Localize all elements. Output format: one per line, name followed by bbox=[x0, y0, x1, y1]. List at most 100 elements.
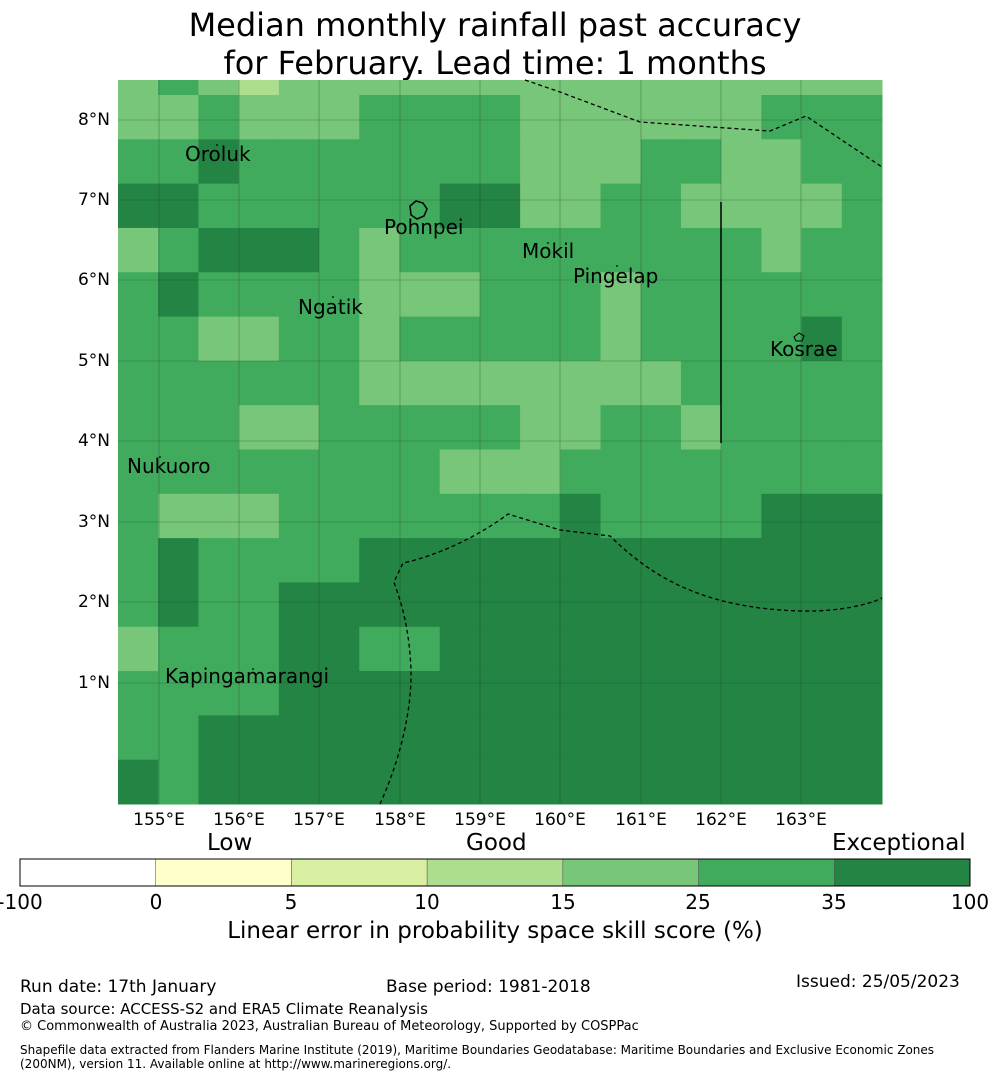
grid-cell bbox=[721, 582, 762, 628]
grid-cell bbox=[721, 360, 762, 406]
grid-cell bbox=[238, 316, 280, 362]
grid-cell bbox=[600, 95, 642, 140]
grid-cell bbox=[600, 80, 642, 96]
grid-cell bbox=[520, 360, 561, 406]
grid-cell bbox=[238, 626, 280, 672]
colorbar-swatch bbox=[426, 858, 564, 887]
grid-cell bbox=[439, 316, 481, 362]
colorbar-title: Linear error in probability space skill … bbox=[227, 918, 763, 944]
grid-cell bbox=[520, 449, 561, 495]
grid-cell bbox=[319, 493, 360, 539]
lon-label-156e: 156°E bbox=[213, 810, 265, 830]
grid-cell bbox=[198, 360, 240, 406]
grid-cell bbox=[198, 139, 240, 185]
grid-cell bbox=[439, 360, 481, 406]
colorbar-tick-label: 5 bbox=[284, 890, 298, 914]
grid-cell bbox=[238, 759, 280, 805]
place-label-pohnpei: Pohnpei bbox=[384, 215, 464, 239]
grid-cell bbox=[680, 449, 722, 495]
grid-cell bbox=[118, 316, 159, 362]
grid-cell bbox=[399, 759, 441, 805]
grid-cell bbox=[439, 272, 481, 318]
grid-cell bbox=[801, 316, 843, 362]
grid-cell bbox=[801, 449, 843, 495]
grid-cell bbox=[640, 405, 682, 450]
map-title-line-1: Median monthly rainfall past accuracy bbox=[188, 6, 802, 44]
grid-cell bbox=[841, 493, 883, 539]
grid-cell bbox=[841, 405, 883, 450]
grid-cell bbox=[640, 493, 682, 539]
grid-cell bbox=[238, 493, 280, 539]
grid-cell bbox=[560, 759, 602, 805]
grid-cell bbox=[640, 360, 682, 406]
grid-cell bbox=[278, 405, 320, 450]
grid-cell bbox=[198, 272, 240, 318]
grid-cell bbox=[399, 95, 441, 140]
grid-cell bbox=[278, 316, 320, 362]
grid-cell bbox=[680, 95, 722, 140]
grid-cell bbox=[359, 183, 400, 229]
pohnpei-coastline bbox=[409, 200, 428, 220]
grid-cell bbox=[761, 95, 803, 140]
eez-boundary-south bbox=[379, 513, 883, 805]
grid-cell bbox=[479, 227, 521, 273]
colorbar-swatch bbox=[19, 858, 156, 887]
grid-cell bbox=[439, 449, 481, 495]
grid-cell bbox=[238, 272, 280, 318]
grid-cell bbox=[841, 671, 883, 716]
grid-cell bbox=[118, 139, 159, 185]
island-dot-nukuoro bbox=[159, 456, 161, 458]
grid-cell bbox=[359, 139, 400, 185]
grid-cell bbox=[520, 671, 561, 716]
lat-label-8n: 8°N bbox=[77, 110, 110, 130]
copyright: © Commonwealth of Australia 2023, Austra… bbox=[20, 1019, 639, 1034]
grid-cell bbox=[560, 95, 602, 140]
island-dot-oroluk bbox=[216, 144, 218, 146]
grid-cell bbox=[721, 626, 762, 672]
grid-cell bbox=[801, 272, 843, 318]
grid-cell bbox=[399, 493, 441, 539]
grid-cell bbox=[198, 759, 240, 805]
grid-cell bbox=[118, 493, 159, 539]
grid-cell bbox=[520, 139, 561, 185]
lon-label-163e: 163°E bbox=[775, 810, 827, 830]
grid-cell bbox=[479, 139, 521, 185]
grid-cell bbox=[680, 759, 722, 805]
grid-cell bbox=[158, 95, 199, 140]
island-dots bbox=[159, 144, 618, 670]
grid-cell bbox=[680, 538, 722, 583]
grid-cell bbox=[600, 626, 642, 672]
grid-cell bbox=[640, 582, 682, 628]
grid-cell bbox=[359, 538, 400, 583]
grid-cell bbox=[359, 405, 400, 450]
grid-cell bbox=[158, 360, 199, 406]
grid-cell bbox=[319, 405, 360, 450]
grid-cell bbox=[319, 626, 360, 672]
grid-cell bbox=[278, 227, 320, 273]
grid-cell bbox=[761, 538, 803, 583]
grid-cell bbox=[399, 316, 441, 362]
grid-cell bbox=[238, 139, 280, 185]
grid-cell bbox=[640, 759, 682, 805]
grid-cell bbox=[158, 759, 199, 805]
grid-cell bbox=[198, 227, 240, 273]
skill-grid bbox=[118, 80, 883, 805]
grid-cell bbox=[600, 183, 642, 229]
grid-cell bbox=[319, 183, 360, 229]
grid-cell bbox=[801, 139, 843, 185]
grid-cell bbox=[841, 272, 883, 318]
colorbar-tick-label: 15 bbox=[550, 890, 576, 914]
grid-cell bbox=[560, 538, 602, 583]
grid-cell bbox=[399, 80, 441, 96]
colorbar-tick-label: 10 bbox=[414, 890, 440, 914]
grid-cell bbox=[238, 538, 280, 583]
grid-cell bbox=[801, 227, 843, 273]
colorbar bbox=[19, 858, 971, 887]
eez-boundary-north bbox=[524, 79, 883, 168]
grid-cell bbox=[841, 227, 883, 273]
grid-cell bbox=[721, 316, 762, 362]
grid-cell bbox=[118, 360, 159, 406]
grid-cell bbox=[560, 582, 602, 628]
lon-label-162e: 162°E bbox=[695, 810, 747, 830]
grid-cell bbox=[278, 671, 320, 716]
